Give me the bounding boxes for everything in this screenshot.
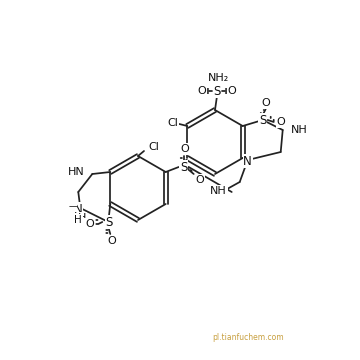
- Text: S: S: [180, 161, 188, 174]
- Text: N: N: [74, 202, 83, 216]
- Text: O: O: [195, 175, 204, 185]
- Text: NH: NH: [291, 125, 307, 135]
- Text: O: O: [85, 219, 94, 229]
- Text: O: O: [107, 236, 116, 246]
- Text: H: H: [75, 215, 82, 225]
- Text: O: O: [180, 144, 189, 154]
- Text: O: O: [198, 86, 206, 96]
- Text: S: S: [259, 113, 266, 126]
- Text: S: S: [213, 85, 221, 98]
- Text: N: N: [243, 154, 252, 167]
- Text: —: —: [68, 202, 76, 212]
- Text: O: O: [228, 86, 237, 96]
- Text: pl.tianfuchem.com: pl.tianfuchem.com: [212, 333, 284, 342]
- Text: O: O: [261, 98, 270, 108]
- Text: H: H: [78, 213, 86, 223]
- Text: HN: HN: [68, 167, 84, 177]
- Text: O: O: [276, 117, 285, 127]
- Text: NH: NH: [210, 186, 227, 196]
- Text: NH₂: NH₂: [208, 73, 230, 83]
- Text: S: S: [105, 216, 113, 229]
- Text: Cl: Cl: [148, 142, 159, 152]
- Text: Cl: Cl: [168, 118, 179, 128]
